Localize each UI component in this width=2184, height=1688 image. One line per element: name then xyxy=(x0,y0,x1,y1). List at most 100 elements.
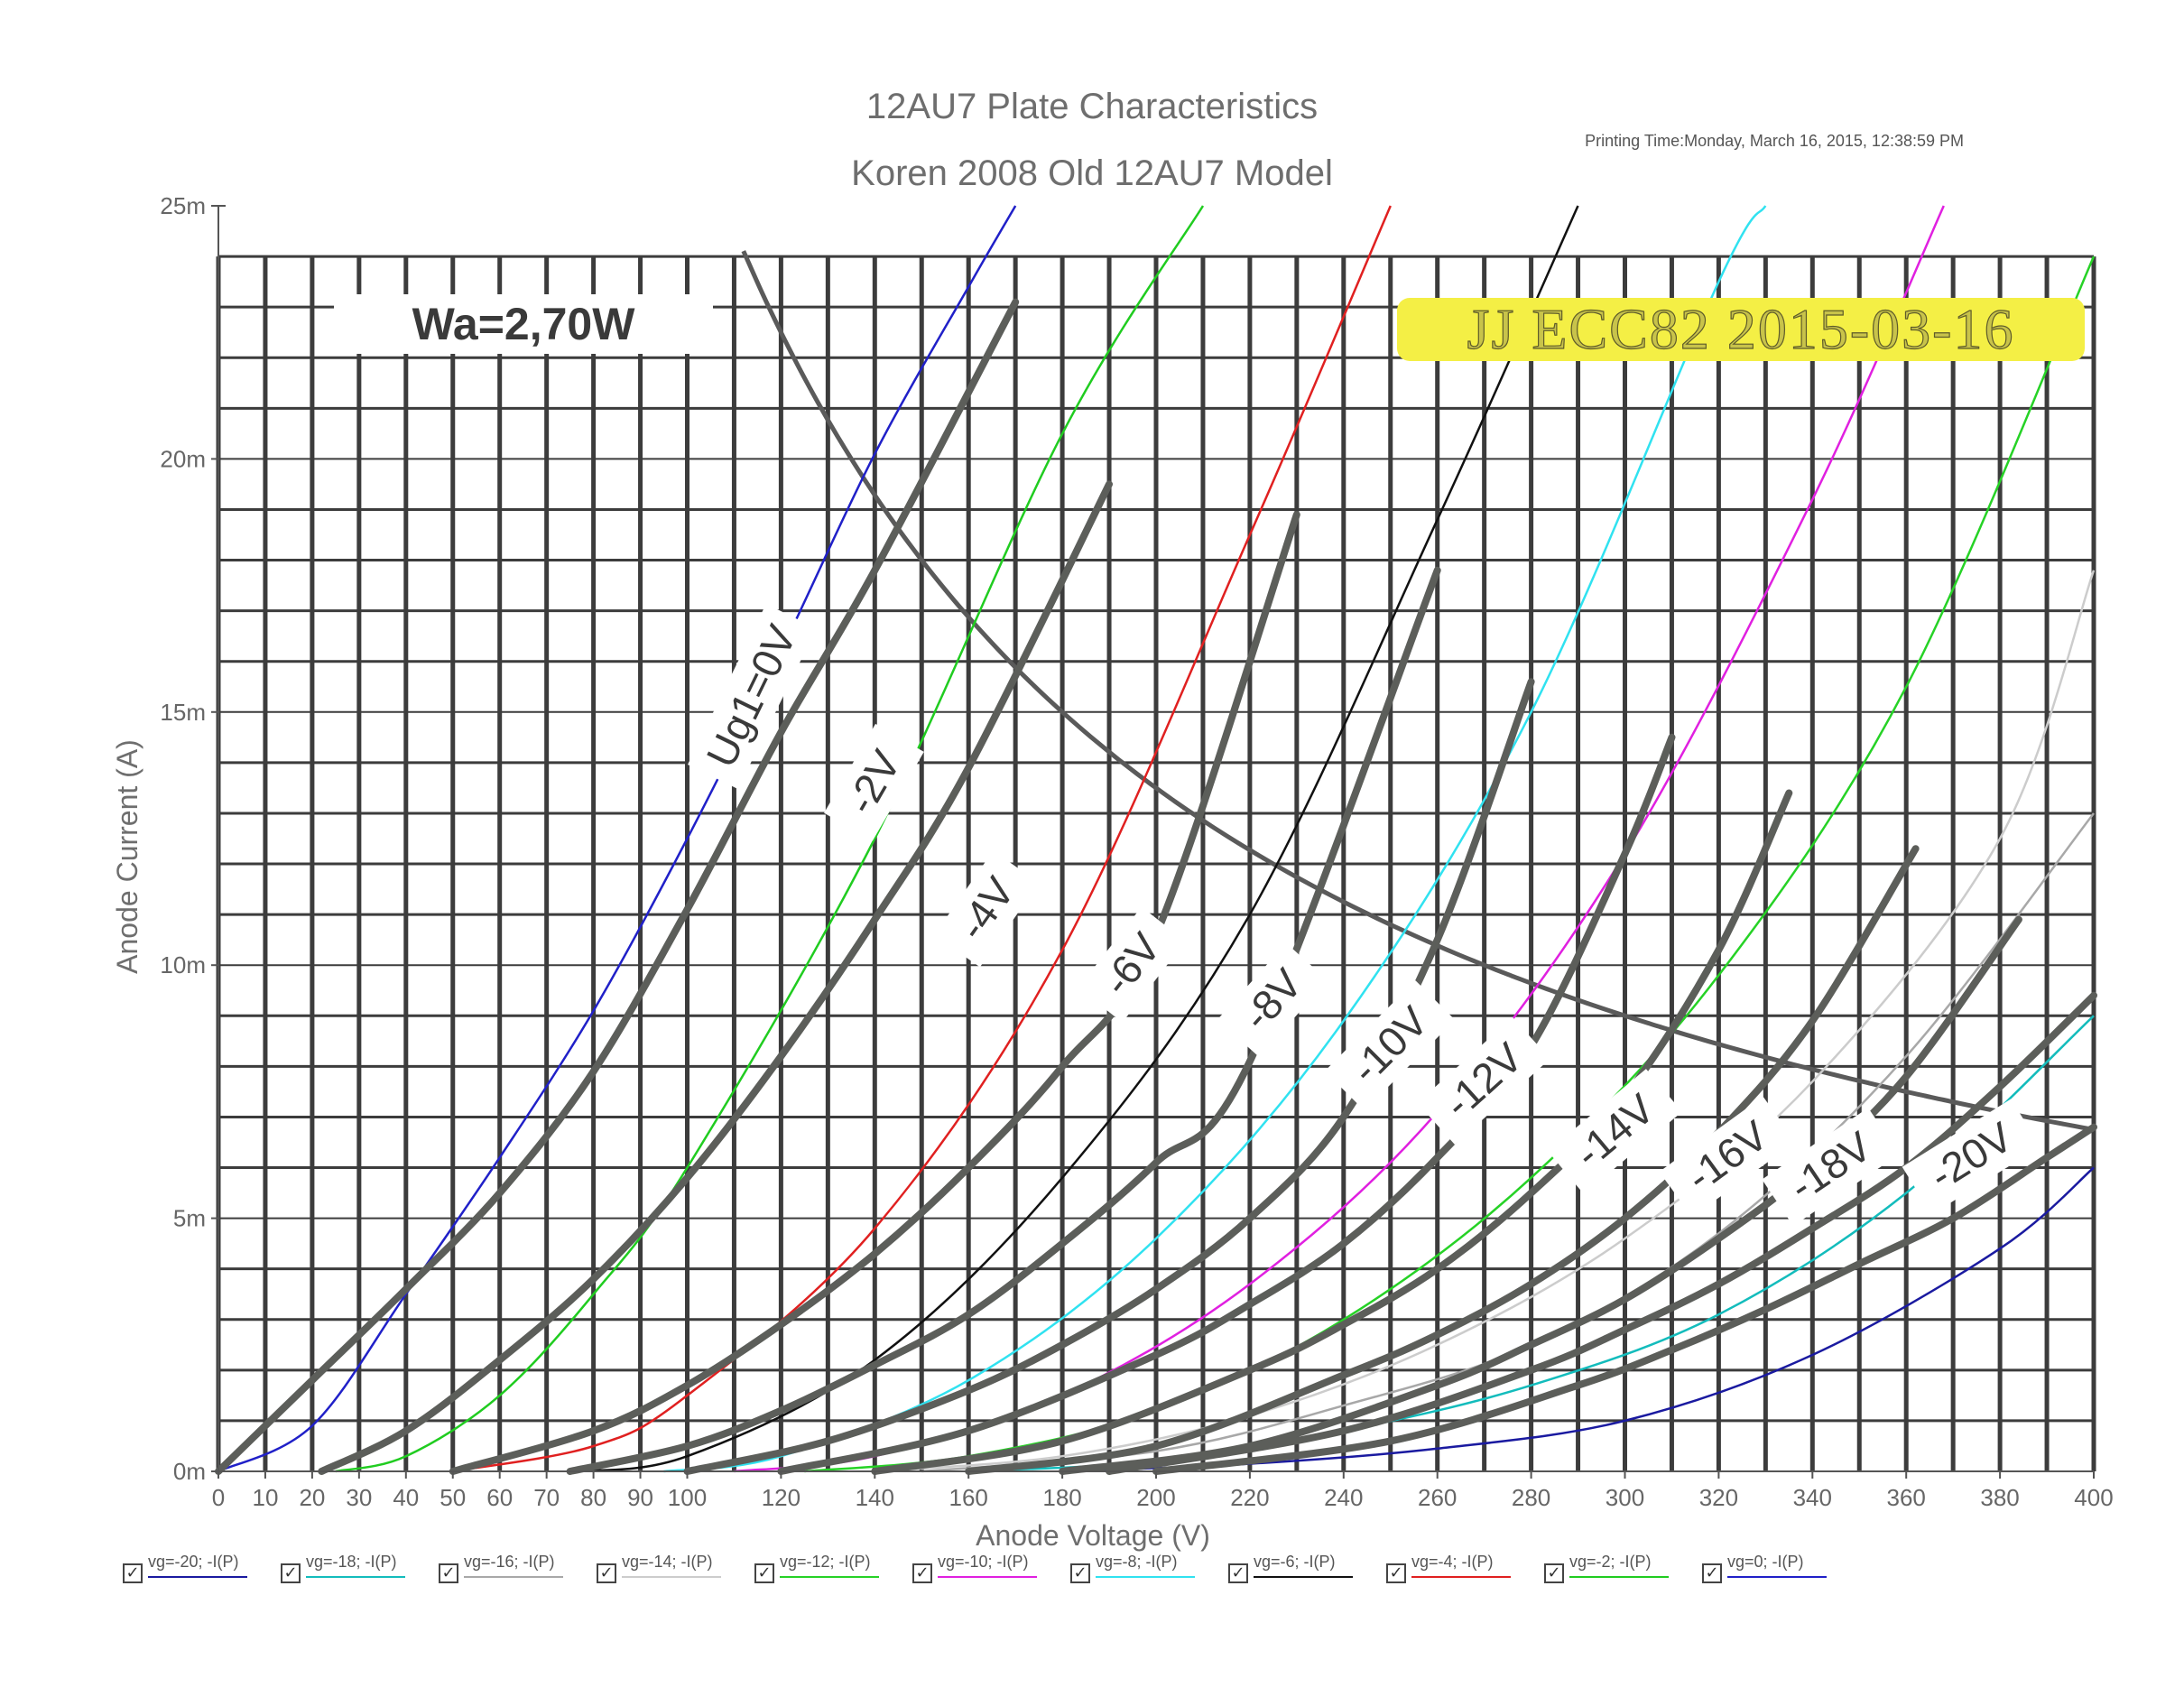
y-tick-label: 25m xyxy=(160,192,206,219)
series-line xyxy=(452,205,1392,1473)
legend-label: vg=-16; -I(P) xyxy=(464,1553,555,1571)
legend-checkbox[interactable]: ✓ xyxy=(1386,1563,1406,1583)
power-label-group: Wa=2,70W xyxy=(334,294,713,354)
x-tick-label: 160 xyxy=(949,1484,988,1511)
x-tick-label: 20 xyxy=(299,1484,325,1511)
x-tick-label: 90 xyxy=(627,1484,653,1511)
curve-label-group: -4V xyxy=(934,850,1040,968)
measured-curve xyxy=(683,678,1535,1475)
legend-swatch xyxy=(1411,1576,1511,1578)
y-tick-label: 5m xyxy=(173,1205,206,1232)
x-tick-label: 220 xyxy=(1230,1484,1269,1511)
x-tick-label: 100 xyxy=(668,1484,707,1511)
x-tick-label: 380 xyxy=(1980,1484,2019,1511)
legend-checkbox[interactable]: ✓ xyxy=(1544,1563,1564,1583)
x-tick-label: 30 xyxy=(346,1484,372,1511)
legend-checkbox[interactable]: ✓ xyxy=(439,1563,458,1583)
legend-swatch xyxy=(780,1576,879,1578)
x-tick-label: 50 xyxy=(440,1484,466,1511)
measured-curve xyxy=(318,480,1113,1475)
legend-checkbox[interactable]: ✓ xyxy=(1228,1563,1248,1583)
y-tick-label: 10m xyxy=(160,951,206,978)
legend-swatch xyxy=(622,1576,721,1578)
model-series xyxy=(217,205,2096,1473)
legend-checkbox[interactable]: ✓ xyxy=(281,1563,301,1583)
x-tick-label: 340 xyxy=(1793,1484,1832,1511)
x-axis-label: Anode Voltage (V) xyxy=(976,1519,1210,1552)
measured-curve xyxy=(1106,991,2097,1475)
series-line xyxy=(217,205,1017,1473)
x-tick-label: 80 xyxy=(580,1484,606,1511)
measured-curve xyxy=(1059,915,2022,1475)
measured-curve xyxy=(1152,1123,2097,1475)
grid xyxy=(216,255,2096,1472)
x-tick-label: 0 xyxy=(212,1484,225,1511)
x-tick-label: 70 xyxy=(533,1484,560,1511)
curve-label-box xyxy=(1659,1096,1796,1218)
x-tick-label: 400 xyxy=(2074,1484,2113,1511)
y-tick-label: 20m xyxy=(160,445,206,472)
y-tick-label: 15m xyxy=(160,699,206,726)
y-tick-label: 0m xyxy=(173,1458,206,1485)
legend-swatch xyxy=(1096,1576,1195,1578)
curve-label-box xyxy=(1078,906,1186,1023)
legend-swatch xyxy=(1569,1576,1669,1578)
x-tick-label: 300 xyxy=(1606,1484,1644,1511)
legend-label: vg=-12; -I(P) xyxy=(780,1553,871,1571)
curve-label-box xyxy=(934,850,1040,968)
tick-labels: 0 10 20 30 40 50 60 70 80 90 100 120 140 160 180 200 220… xyxy=(111,192,2114,1552)
x-tick-label: 120 xyxy=(762,1484,800,1511)
measured-curve xyxy=(449,511,1300,1475)
legend-checkbox[interactable]: ✓ xyxy=(1070,1563,1090,1583)
legend-swatch xyxy=(938,1576,1037,1578)
legend-label: vg=-4; -I(P) xyxy=(1411,1553,1494,1571)
x-tick-label: 140 xyxy=(856,1484,894,1511)
curve-label-box xyxy=(1417,1016,1550,1145)
x-tick-label: 360 xyxy=(1887,1484,1926,1511)
legend-checkbox[interactable]: ✓ xyxy=(123,1563,143,1583)
x-tick-label: 10 xyxy=(252,1484,278,1511)
x-tick-label: 40 xyxy=(393,1484,419,1511)
x-tick-label: 200 xyxy=(1136,1484,1175,1511)
curve-label-box xyxy=(688,603,817,790)
legend-label: vg=0; -I(P) xyxy=(1727,1553,1804,1571)
series-line xyxy=(875,570,2096,1473)
curve-label-box xyxy=(1762,1108,1900,1227)
sample-label: JJ ECC82 2015-03-16 xyxy=(1467,297,2015,361)
curve-label-box xyxy=(1217,942,1328,1057)
power-label-box xyxy=(334,294,713,354)
legend-checkbox[interactable]: ✓ xyxy=(1702,1563,1722,1583)
legend-label: vg=-18; -I(P) xyxy=(306,1553,397,1571)
legend-checkbox[interactable]: ✓ xyxy=(597,1563,616,1583)
legend-swatch xyxy=(1254,1576,1353,1578)
legend: ✓ vg=-20; -I(P) ✓ vg=-18; -I(P) ✓ vg=-16; -I(… xyxy=(123,1553,2108,1589)
legend-label: vg=-10; -I(P) xyxy=(938,1553,1029,1571)
legend-label: vg=-20; -I(P) xyxy=(148,1553,239,1571)
legend-swatch xyxy=(148,1576,247,1578)
legend-label: vg=-14; -I(P) xyxy=(622,1553,713,1571)
legend-checkbox[interactable]: ✓ xyxy=(754,1563,774,1583)
measured-curve xyxy=(777,733,1676,1475)
sample-label-group: JJ ECC82 2015-03-16 xyxy=(1397,296,2085,362)
x-tick-label: 60 xyxy=(486,1484,513,1511)
x-tick-label: 240 xyxy=(1324,1484,1363,1511)
legend-label: vg=-8; -I(P) xyxy=(1096,1553,1178,1571)
curve-label-box xyxy=(1902,1099,2041,1215)
measured-curve xyxy=(215,298,1020,1475)
legend-swatch xyxy=(1727,1576,1827,1578)
x-tick-label: 280 xyxy=(1512,1484,1550,1511)
x-tick-label: 180 xyxy=(1042,1484,1081,1511)
series-line xyxy=(569,205,1579,1473)
legend-swatch xyxy=(464,1576,563,1578)
legend-checkbox[interactable]: ✓ xyxy=(912,1563,932,1583)
curve-label-group: Ug1=0V xyxy=(688,603,817,790)
sample-label-highlight xyxy=(1397,298,2085,361)
measured-curve xyxy=(871,789,1793,1475)
chart-title: 12AU7 Plate Characteristics xyxy=(865,87,1319,126)
y-axis-label: Anode Current (A) xyxy=(111,739,143,974)
curve-label-box xyxy=(1548,1069,1682,1194)
series-line xyxy=(804,255,2096,1473)
curve-label-group: -2V xyxy=(824,723,924,841)
